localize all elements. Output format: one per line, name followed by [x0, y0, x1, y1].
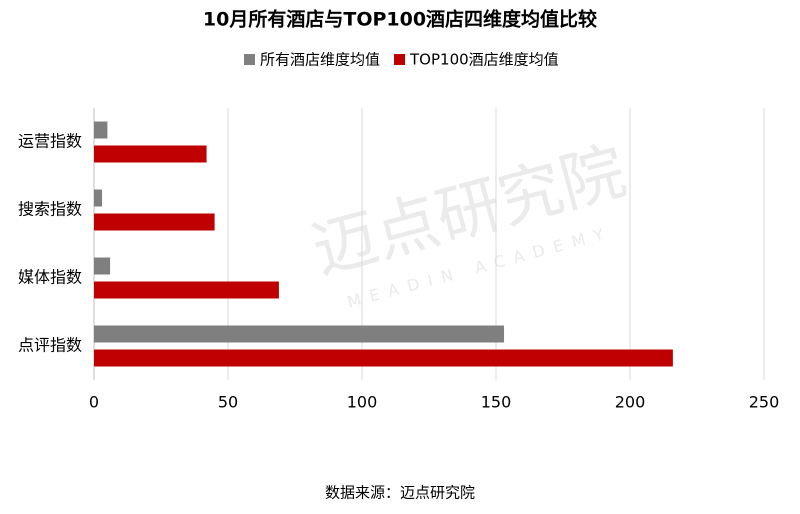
bar — [94, 189, 103, 207]
y-tick-label: 点评指数 — [18, 336, 82, 355]
chart-title: 10月所有酒店与TOP100酒店四维度均值比较 — [203, 8, 597, 31]
legend-swatch — [394, 54, 406, 65]
x-tick-label: 150 — [481, 393, 512, 412]
x-tick-label: 100 — [347, 393, 378, 412]
bar — [94, 349, 673, 367]
bar — [94, 121, 108, 139]
legend-label: TOP100酒店维度均值 — [409, 51, 559, 69]
y-tick-label: 搜索指数 — [18, 200, 82, 219]
bar — [94, 257, 111, 275]
x-tick-label: 50 — [218, 393, 238, 412]
y-tick-label: 媒体指数 — [18, 268, 82, 287]
x-tick-label: 200 — [615, 393, 646, 412]
x-tick-label: 250 — [749, 393, 780, 412]
legend-label: 所有酒店维度均值 — [260, 51, 380, 69]
bar — [94, 325, 505, 343]
source-note: 数据来源：迈点研究院 — [325, 484, 475, 502]
bar — [94, 213, 215, 231]
bar — [94, 145, 207, 163]
y-tick-label: 运营指数 — [18, 132, 82, 151]
bar — [94, 281, 279, 299]
x-tick-label: 0 — [89, 393, 99, 412]
legend-swatch — [244, 54, 255, 65]
